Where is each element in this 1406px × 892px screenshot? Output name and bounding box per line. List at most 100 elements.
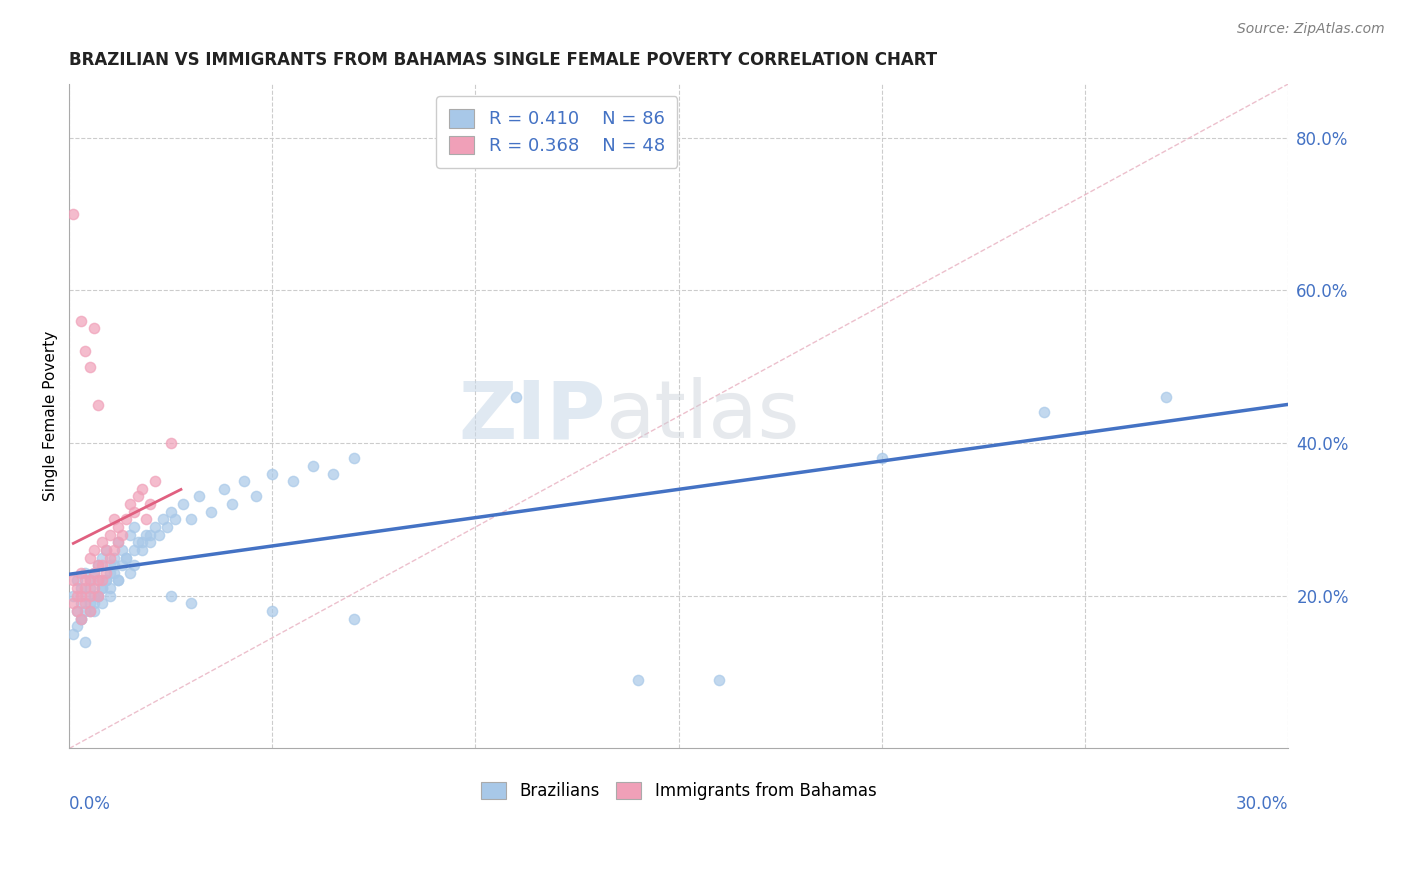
Point [62, 589, 84, 603]
Point [83, 589, 105, 603]
Text: 0.0%: 0.0% [69, 795, 111, 813]
Point [152, 512, 174, 526]
Point [122, 558, 145, 573]
Text: 30.0%: 30.0% [1236, 795, 1288, 813]
Point [86, 574, 108, 588]
Point [342, 451, 364, 466]
Text: atlas: atlas [606, 377, 800, 455]
Point [79, 574, 101, 588]
Point [627, 673, 650, 687]
Point [103, 558, 125, 573]
Point [172, 497, 194, 511]
Point [70, 314, 93, 328]
Text: BRAZILIAN VS IMMIGRANTS FROM BAHAMAS SINGLE FEMALE POVERTY CORRELATION CHART: BRAZILIAN VS IMMIGRANTS FROM BAHAMAS SIN… [69, 51, 938, 69]
Point [163, 512, 186, 526]
Point [120, 566, 142, 580]
Point [120, 497, 142, 511]
Point [103, 543, 125, 558]
Point [221, 497, 243, 511]
Point [245, 490, 267, 504]
Point [62, 596, 84, 610]
Point [98, 589, 121, 603]
Point [90, 574, 112, 588]
Point [70, 612, 93, 626]
Point [103, 566, 125, 580]
Point [70, 589, 93, 603]
Point [98, 566, 121, 580]
Point [79, 604, 101, 618]
Point [75, 604, 97, 618]
Point [115, 512, 138, 526]
Point [180, 512, 202, 526]
Point [139, 497, 162, 511]
Point [127, 490, 149, 504]
Point [98, 527, 121, 541]
Point [94, 574, 117, 588]
Point [62, 574, 84, 588]
Text: ZIP: ZIP [458, 377, 606, 455]
Point [83, 321, 105, 335]
Point [66, 589, 89, 603]
Point [90, 535, 112, 549]
Point [79, 596, 101, 610]
Point [66, 604, 89, 618]
Point [111, 527, 134, 541]
Point [103, 550, 125, 565]
Point [75, 589, 97, 603]
Point [75, 344, 97, 359]
Point [159, 505, 181, 519]
Point [83, 566, 105, 580]
Point [75, 634, 97, 648]
Point [262, 467, 284, 481]
Point [709, 673, 731, 687]
Point [79, 581, 101, 595]
Point [66, 574, 89, 588]
Point [322, 467, 344, 481]
Point [131, 482, 153, 496]
Point [115, 550, 138, 565]
Point [127, 535, 149, 549]
Point [86, 558, 108, 573]
Point [70, 566, 93, 580]
Point [86, 558, 108, 573]
Point [90, 581, 112, 595]
Point [111, 543, 134, 558]
Point [180, 596, 202, 610]
Text: Source: ZipAtlas.com: Source: ZipAtlas.com [1237, 22, 1385, 37]
Point [107, 574, 129, 588]
Point [83, 566, 105, 580]
Point [107, 535, 129, 549]
Point [115, 550, 138, 565]
Point [62, 207, 84, 221]
Point [62, 627, 84, 641]
Point [79, 550, 101, 565]
Point [94, 543, 117, 558]
Point [200, 505, 222, 519]
Point [135, 527, 157, 541]
Point [66, 581, 89, 595]
Point [83, 604, 105, 618]
Point [1033, 405, 1056, 419]
Point [79, 574, 101, 588]
Point [75, 596, 97, 610]
Point [139, 527, 162, 541]
Point [94, 543, 117, 558]
Point [188, 490, 211, 504]
Point [143, 474, 166, 488]
Point [98, 558, 121, 573]
Point [505, 390, 527, 404]
Point [107, 535, 129, 549]
Point [94, 566, 117, 580]
Point [212, 482, 235, 496]
Point [90, 581, 112, 595]
Point [70, 581, 93, 595]
Point [111, 558, 134, 573]
Point [79, 604, 101, 618]
Point [70, 612, 93, 626]
Point [98, 550, 121, 565]
Legend: Brazilians, Immigrants from Bahamas: Brazilians, Immigrants from Bahamas [474, 775, 883, 806]
Point [86, 574, 108, 588]
Point [70, 612, 93, 626]
Point [139, 535, 162, 549]
Point [103, 512, 125, 526]
